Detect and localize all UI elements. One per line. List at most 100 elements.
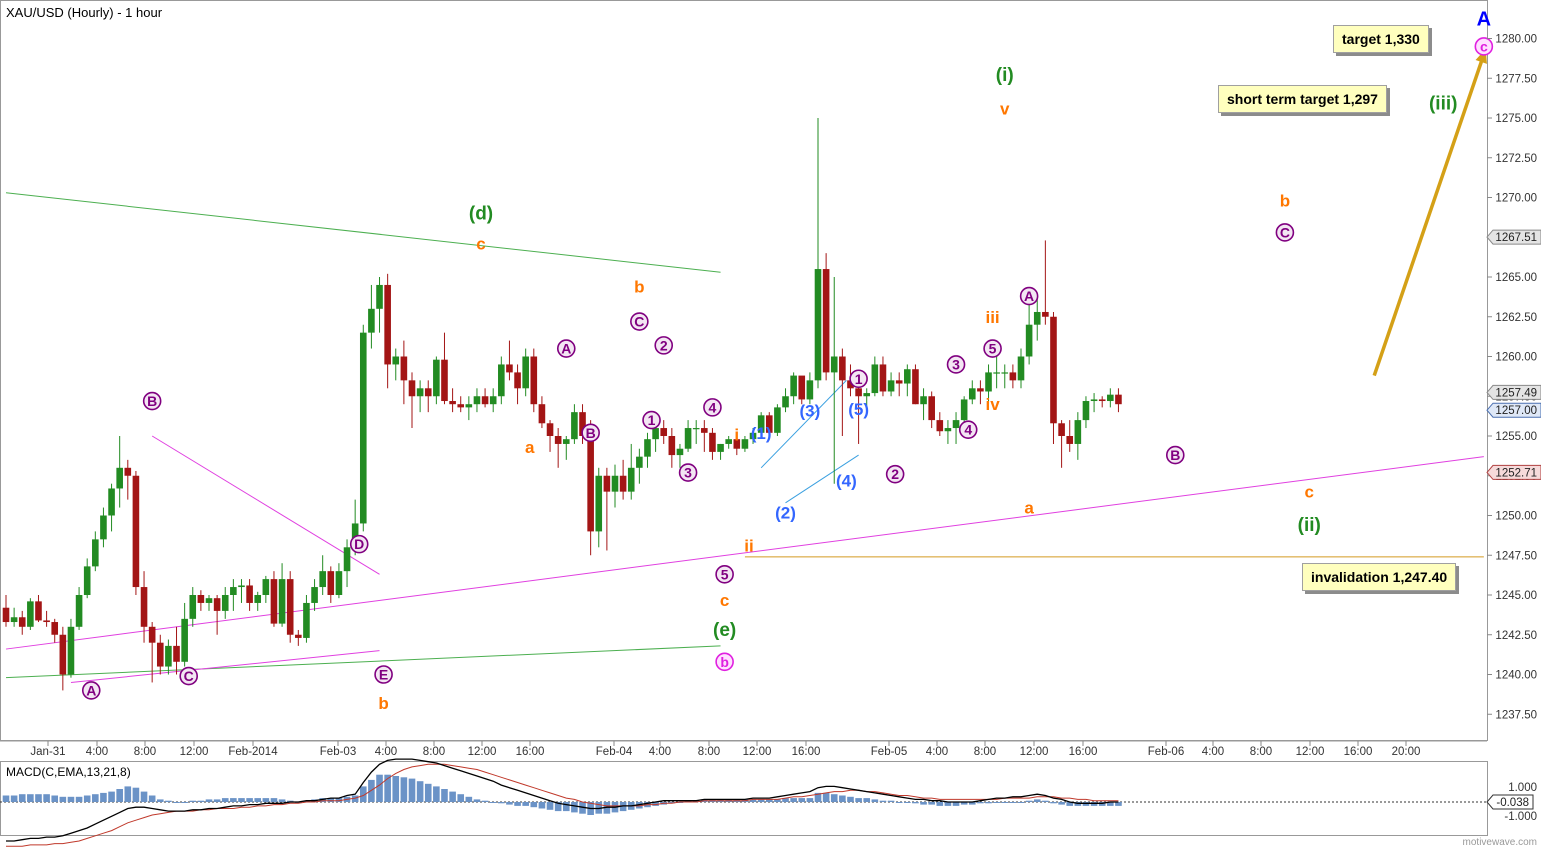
wave-label: 4	[709, 399, 717, 415]
candle-body	[538, 404, 546, 424]
x-tick-label: 8:00	[698, 746, 720, 758]
candle-body	[392, 356, 400, 365]
candle-body	[977, 388, 984, 392]
macd-histogram-bar	[887, 800, 895, 802]
candle-body	[1042, 311, 1049, 317]
candle-body	[855, 388, 862, 397]
wave-label: v	[1000, 99, 1010, 118]
macd-histogram-bar	[968, 802, 976, 805]
macd-histogram-bar	[238, 798, 245, 802]
macd-histogram-bar	[936, 802, 944, 806]
candle-body	[985, 372, 992, 392]
macd-histogram-bar	[75, 796, 83, 802]
candle-body	[343, 547, 351, 572]
trend-line	[151, 435, 380, 575]
macd-histogram-bar	[855, 798, 862, 802]
target-box: target 1,330	[1333, 25, 1429, 53]
candle-body	[489, 396, 497, 405]
y-tick-label: 1275.00	[1495, 113, 1537, 125]
candle-body	[286, 579, 294, 635]
candle-body	[368, 308, 375, 333]
macd-histogram-bar	[270, 798, 278, 802]
macd-histogram-bar	[116, 789, 123, 802]
price-marker	[1486, 229, 1541, 245]
candle-body	[774, 407, 781, 433]
wave-label: B	[586, 425, 596, 441]
macd-histogram-bar	[67, 796, 75, 802]
candle-body	[717, 443, 724, 452]
wave-label: 2	[660, 337, 668, 353]
candle-body	[579, 412, 586, 436]
candle-body	[895, 380, 903, 384]
candle-body	[1074, 420, 1082, 444]
macd-histogram-bar	[1001, 802, 1009, 803]
macd-histogram-bar	[1033, 799, 1041, 802]
time-axis: Jan-31 4:00 8:00 12:00 Feb-2014 Feb-03 4:00 8:0…	[30, 741, 1420, 758]
x-tick-label: 12:00	[180, 746, 209, 758]
candle-body	[636, 456, 643, 468]
wave-label-circle	[885, 464, 905, 484]
macd-histogram-bar	[27, 794, 34, 802]
macd-histogram-bar	[83, 795, 91, 802]
y-tick-label: 1277.50	[1495, 73, 1537, 85]
watermark: motivewave.com	[1462, 837, 1537, 848]
macd-histogram-bar	[400, 777, 408, 802]
wave-label: 1	[855, 371, 863, 387]
candle-body	[189, 595, 197, 619]
macd-histogram-bar	[790, 798, 797, 802]
wave-label-circle	[958, 420, 978, 439]
x-tick-label: 8:00	[423, 746, 445, 758]
wave-label: (2)	[775, 503, 796, 522]
wave-label: C	[1280, 224, 1290, 240]
macd-histogram-bar	[335, 798, 343, 802]
candle-body	[173, 645, 180, 662]
wave-label-circle	[678, 463, 698, 482]
wave-label: 5	[989, 341, 997, 357]
x-tick-label: Feb-03	[320, 746, 356, 758]
candle-body	[465, 404, 473, 408]
macd-histogram-bar	[124, 786, 132, 802]
macd-histogram-bar	[765, 799, 773, 802]
wave-label: iii	[985, 308, 999, 327]
candle-body	[213, 598, 221, 611]
macd-histogram-bar	[546, 802, 554, 810]
macd-histogram-bar	[506, 802, 513, 805]
macd-line	[6, 758, 1119, 842]
trend-line	[5, 456, 1484, 650]
x-tick-label: 4:00	[375, 746, 397, 758]
wave-label: ii	[744, 537, 753, 556]
macd-panel: 1.000 -1.000 -0.038	[0, 758, 1537, 847]
wave-label: 3	[952, 356, 960, 372]
macd-histogram-bar	[863, 798, 871, 802]
candle-body	[433, 359, 440, 397]
macd-histogram-bar	[489, 802, 497, 803]
macd-histogram-bar	[757, 799, 765, 802]
macd-histogram-bar	[571, 802, 578, 813]
macd-histogram-bar	[327, 798, 335, 802]
macd-title: MACD(C,EMA,13,21,8)	[6, 765, 131, 779]
wave-label-circle	[1275, 223, 1295, 242]
macd-histogram-bar	[140, 791, 148, 802]
y-tick-label: 1280.00	[1495, 34, 1537, 46]
candle-body	[652, 428, 659, 440]
price-axis: 1237.50 1240.00 1242.50 1245.00 1247.50 1250.…	[1486, 34, 1541, 721]
y-tick-label: 1260.00	[1495, 352, 1537, 364]
candle-body	[498, 364, 505, 397]
candle-body	[441, 359, 448, 402]
wave-label-circle	[81, 681, 101, 700]
wave-label: b	[1280, 192, 1290, 211]
wave-label: 5	[721, 566, 729, 582]
y-tick-label: 1237.50	[1495, 709, 1537, 721]
candle-body	[603, 475, 611, 492]
wave-label: (iii)	[1429, 94, 1458, 115]
candle-body	[611, 475, 619, 492]
macd-histogram-bar	[181, 802, 188, 803]
macd-histogram-bar	[952, 802, 960, 806]
candle-body	[408, 380, 416, 397]
candles	[2, 118, 1122, 691]
short-term-target-box: short term target 1,297	[1218, 85, 1387, 113]
wave-label: B	[147, 393, 157, 409]
wave-label: B	[1170, 447, 1180, 463]
candle-body	[327, 571, 335, 595]
macd-histogram-bar	[254, 798, 262, 802]
